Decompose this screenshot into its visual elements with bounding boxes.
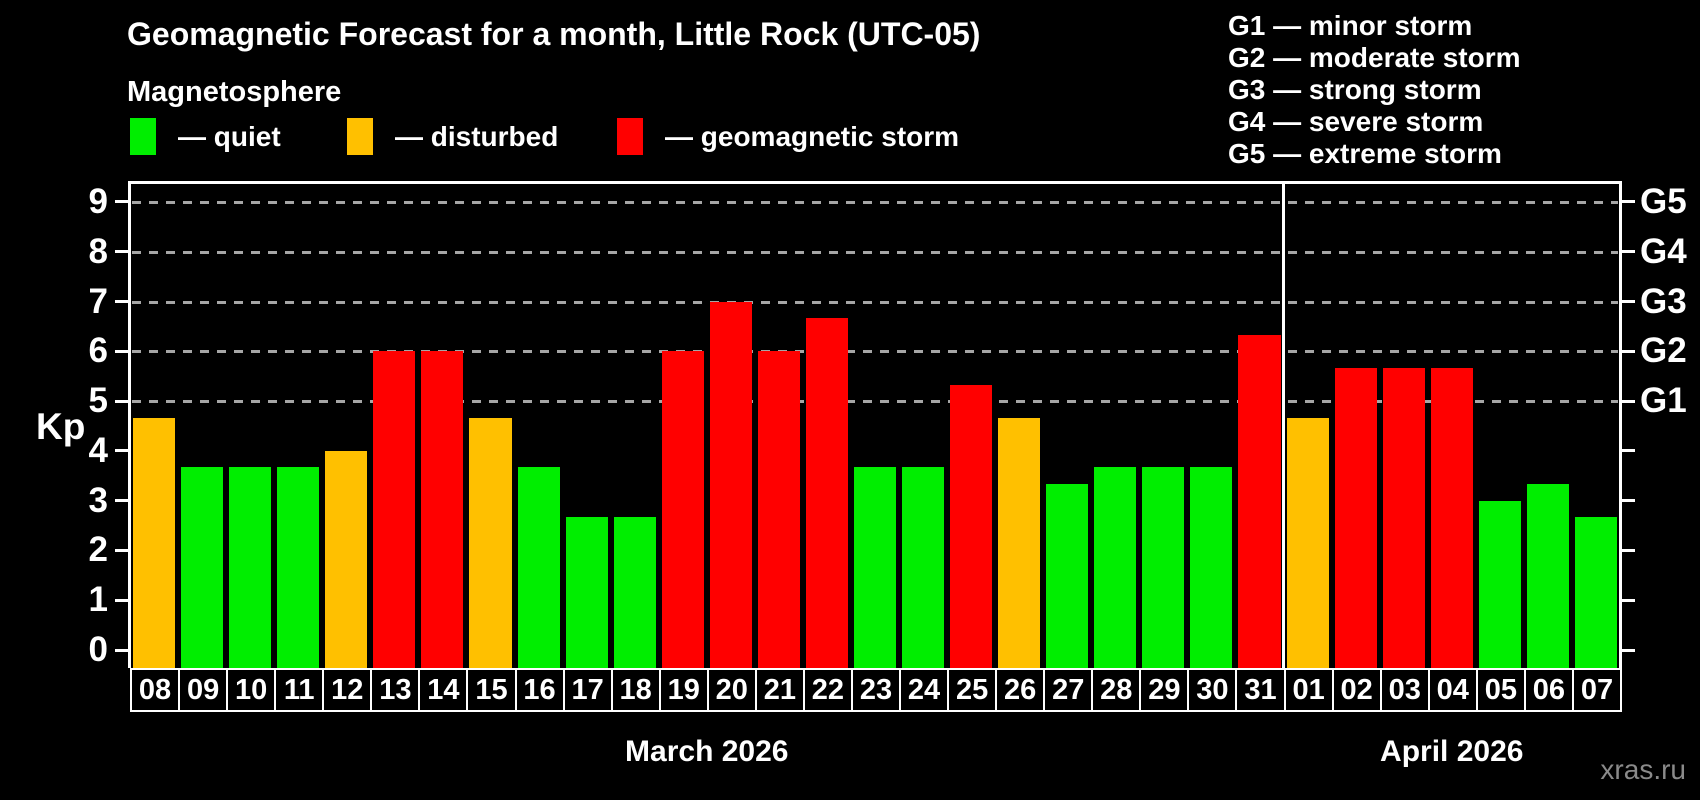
page-title: Geomagnetic Forecast for a month, Little… — [127, 16, 981, 52]
month-label: April 2026 — [1380, 735, 1524, 768]
y-tick-label: 2 — [88, 530, 108, 570]
date-cell-16: 16 — [514, 668, 565, 712]
right-axis-tick — [1620, 598, 1635, 602]
g-scale-legend-line: G5 — extreme storm — [1228, 138, 1502, 169]
right-axis-tick — [1620, 648, 1635, 652]
date-cell-15: 15 — [466, 668, 517, 712]
date-cell-08: 08 — [130, 668, 181, 712]
y-tick-label: 6 — [88, 331, 108, 371]
y-tick-label: 8 — [88, 231, 108, 271]
date-cell-01: 01 — [1283, 668, 1334, 712]
quiet-color-swatch — [130, 118, 156, 155]
legend-label-disturbed: — disturbed — [395, 120, 559, 152]
date-cell-05: 05 — [1475, 668, 1526, 712]
right-axis-tick — [1620, 548, 1635, 552]
date-cell-19: 19 — [658, 668, 709, 712]
date-cell-17: 17 — [562, 668, 613, 712]
right-axis-tick — [1620, 250, 1635, 254]
date-cell-24: 24 — [899, 668, 950, 712]
date-cell-02: 02 — [1331, 668, 1382, 712]
y-tick-label: 0 — [88, 630, 108, 669]
month-label: March 2026 — [625, 735, 789, 768]
date-cell-20: 20 — [706, 668, 757, 712]
date-cell-25: 25 — [947, 668, 998, 712]
date-cell-09: 09 — [178, 668, 229, 712]
g-scale-legend-line: G3 — strong storm — [1228, 74, 1482, 105]
y-axis-title: Kp — [36, 406, 86, 447]
legend-label-quiet: — quiet — [178, 120, 281, 152]
legend-item-disturbed: — disturbed — [347, 118, 558, 155]
date-cell-30: 30 — [1187, 668, 1238, 712]
right-axis-tick — [1620, 399, 1635, 403]
legend-item-quiet: — quiet — [130, 118, 281, 155]
date-cell-10: 10 — [226, 668, 277, 712]
date-cell-03: 03 — [1379, 668, 1430, 712]
g-scale-tick-label: G2 — [1640, 331, 1687, 371]
date-cell-13: 13 — [370, 668, 421, 712]
g-scale-legend: G1 — minor storm G2 — moderate storm G3 … — [1228, 10, 1521, 170]
g-scale-legend-line: G2 — moderate storm — [1228, 42, 1521, 73]
date-cell-28: 28 — [1091, 668, 1142, 712]
right-axis-tick — [1620, 200, 1635, 204]
g-scale-tick-label: G3 — [1640, 281, 1687, 321]
y-tick-label: 1 — [88, 580, 108, 620]
y-tick-label: 7 — [88, 281, 108, 321]
right-axis-tick — [1620, 449, 1635, 453]
date-cell-12: 12 — [322, 668, 373, 712]
legend-label-storm: — geomagnetic storm — [665, 120, 960, 152]
y-tick-label: 9 — [88, 181, 108, 221]
disturbed-color-swatch — [347, 118, 373, 155]
date-cell-21: 21 — [754, 668, 805, 712]
y-tick-label: 3 — [88, 480, 108, 520]
g-scale-legend-line: G4 — severe storm — [1228, 106, 1484, 137]
g-scale-legend-line: G1 — minor storm — [1228, 10, 1473, 41]
date-cell-07: 07 — [1571, 668, 1622, 712]
g-scale-tick-label: G1 — [1640, 381, 1687, 421]
date-cell-31: 31 — [1235, 668, 1286, 712]
date-cell-04: 04 — [1427, 668, 1478, 712]
watermark: xras.ru — [1600, 754, 1686, 785]
legend-item-storm: — geomagnetic storm — [617, 118, 959, 155]
g-scale-tick-label: G4 — [1640, 231, 1687, 271]
right-axis-tick — [1620, 300, 1635, 304]
chart-subtitle: Magnetosphere — [127, 76, 342, 108]
date-cell-26: 26 — [995, 668, 1046, 712]
date-cell-27: 27 — [1043, 668, 1094, 712]
date-cell-29: 29 — [1139, 668, 1190, 712]
right-axis-tick — [1620, 349, 1635, 353]
g-scale-tick-label: G5 — [1640, 181, 1687, 221]
right-axis-tick — [1620, 499, 1635, 503]
storm-color-swatch — [617, 118, 643, 155]
date-cell-18: 18 — [610, 668, 661, 712]
date-cell-22: 22 — [802, 668, 853, 712]
date-cell-06: 06 — [1523, 668, 1574, 712]
date-cell-14: 14 — [418, 668, 469, 712]
date-cell-23: 23 — [850, 668, 902, 712]
plot-area — [128, 181, 1622, 668]
date-cell-11: 11 — [274, 668, 325, 712]
